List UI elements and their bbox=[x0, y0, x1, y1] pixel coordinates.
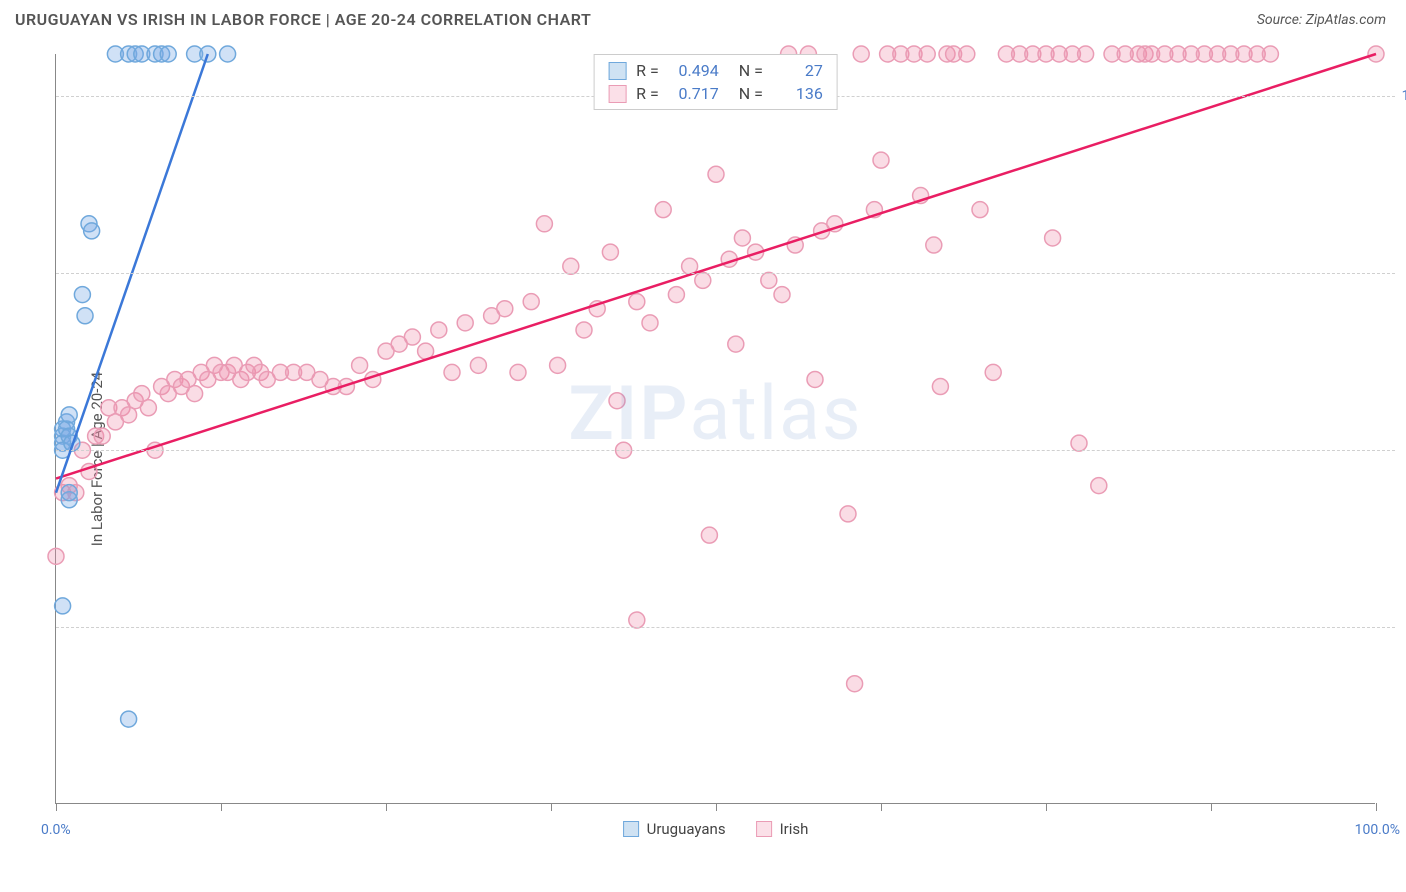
correlation-stats-box: R = 0.494 N = 27 R = 0.717 N = 136 bbox=[593, 54, 838, 110]
data-point bbox=[74, 287, 90, 303]
data-point bbox=[84, 223, 100, 239]
x-tick bbox=[1211, 803, 1212, 811]
data-point bbox=[55, 598, 71, 614]
data-point bbox=[734, 230, 750, 246]
y-tick-label: 100.0% bbox=[1402, 88, 1406, 104]
data-point bbox=[61, 407, 77, 423]
data-point bbox=[1091, 478, 1107, 494]
legend-label: Uruguayans bbox=[647, 820, 726, 838]
data-point bbox=[807, 371, 823, 387]
chart-container: In Labor Force | Age 20-24 R =0.494N =27… bbox=[0, 44, 1406, 874]
legend-swatch bbox=[756, 821, 772, 837]
data-point bbox=[536, 216, 552, 232]
plot-area: R =0.494N =27R =0.717N =136 ZIPatlas 0.0… bbox=[55, 54, 1375, 804]
x-tick bbox=[881, 803, 882, 811]
stat-r-value: 0.494 bbox=[669, 61, 719, 80]
legend-label: Irish bbox=[780, 820, 809, 838]
data-point bbox=[576, 322, 592, 338]
data-point bbox=[1045, 230, 1061, 246]
data-point bbox=[404, 329, 420, 345]
data-point bbox=[642, 315, 658, 331]
data-point bbox=[77, 308, 93, 324]
stat-swatch bbox=[608, 62, 626, 80]
chart-title: URUGUAYAN VS IRISH IN LABOR FORCE | AGE … bbox=[15, 10, 591, 29]
data-point bbox=[1078, 46, 1094, 62]
data-point bbox=[695, 272, 711, 288]
x-tick bbox=[386, 803, 387, 811]
data-point bbox=[853, 46, 869, 62]
stat-r-label: R = bbox=[636, 84, 659, 103]
data-point bbox=[444, 364, 460, 380]
data-point bbox=[220, 46, 236, 62]
source-attribution: Source: ZipAtlas.com bbox=[1257, 12, 1386, 28]
data-point bbox=[708, 166, 724, 182]
data-point bbox=[985, 364, 1001, 380]
data-point bbox=[761, 272, 777, 288]
x-tick bbox=[56, 803, 57, 811]
data-point bbox=[470, 357, 486, 373]
stat-r-label: R = bbox=[636, 61, 659, 80]
gridline bbox=[56, 273, 1395, 274]
gridline bbox=[56, 627, 1395, 628]
stat-n-label: N = bbox=[739, 61, 763, 80]
x-tick bbox=[1046, 803, 1047, 811]
stat-swatch bbox=[608, 85, 626, 103]
data-point bbox=[550, 357, 566, 373]
x-axis-max-label: 100.0% bbox=[1355, 822, 1400, 838]
data-point bbox=[160, 46, 176, 62]
data-point bbox=[48, 548, 64, 564]
data-point bbox=[932, 379, 948, 395]
data-point bbox=[94, 428, 110, 444]
data-point bbox=[609, 393, 625, 409]
data-point bbox=[655, 202, 671, 218]
legend-swatch bbox=[623, 821, 639, 837]
legend-item: Uruguayans bbox=[623, 820, 726, 838]
scatter-svg bbox=[56, 54, 1375, 803]
gridline bbox=[56, 450, 1395, 451]
chart-header: URUGUAYAN VS IRISH IN LABOR FORCE | AGE … bbox=[0, 0, 1406, 44]
data-point bbox=[352, 357, 368, 373]
stat-n-value: 27 bbox=[773, 61, 823, 80]
data-point bbox=[847, 676, 863, 692]
data-point bbox=[497, 301, 513, 317]
data-point bbox=[728, 336, 744, 352]
x-tick bbox=[1376, 803, 1377, 811]
data-point bbox=[563, 258, 579, 274]
data-point bbox=[510, 364, 526, 380]
data-point bbox=[1262, 46, 1278, 62]
data-point bbox=[959, 46, 975, 62]
data-point bbox=[121, 711, 137, 727]
data-point bbox=[457, 315, 473, 331]
data-point bbox=[701, 527, 717, 543]
stat-n-label: N = bbox=[739, 84, 763, 103]
data-point bbox=[187, 386, 203, 402]
data-point bbox=[840, 506, 856, 522]
x-axis-min-label: 0.0% bbox=[41, 822, 71, 838]
stat-row: R = 0.717 N = 136 bbox=[608, 82, 823, 105]
data-point bbox=[629, 294, 645, 310]
stat-n-value: 136 bbox=[773, 84, 823, 103]
x-tick bbox=[716, 803, 717, 811]
data-point bbox=[774, 287, 790, 303]
data-point bbox=[140, 400, 156, 416]
stat-row: R = 0.494 N = 27 bbox=[608, 59, 823, 82]
x-tick bbox=[551, 803, 552, 811]
data-point bbox=[523, 294, 539, 310]
data-point bbox=[431, 322, 447, 338]
data-point bbox=[1071, 435, 1087, 451]
data-point bbox=[873, 152, 889, 168]
data-point bbox=[926, 237, 942, 253]
data-point bbox=[668, 287, 684, 303]
data-point bbox=[602, 244, 618, 260]
data-point bbox=[61, 485, 77, 501]
data-point bbox=[629, 612, 645, 628]
data-point bbox=[972, 202, 988, 218]
data-point bbox=[919, 46, 935, 62]
trend-line bbox=[56, 54, 1376, 479]
x-tick bbox=[221, 803, 222, 811]
stat-r-value: 0.717 bbox=[669, 84, 719, 103]
legend-item: Irish bbox=[756, 820, 809, 838]
bottom-legend: Uruguayans Irish bbox=[623, 820, 809, 838]
